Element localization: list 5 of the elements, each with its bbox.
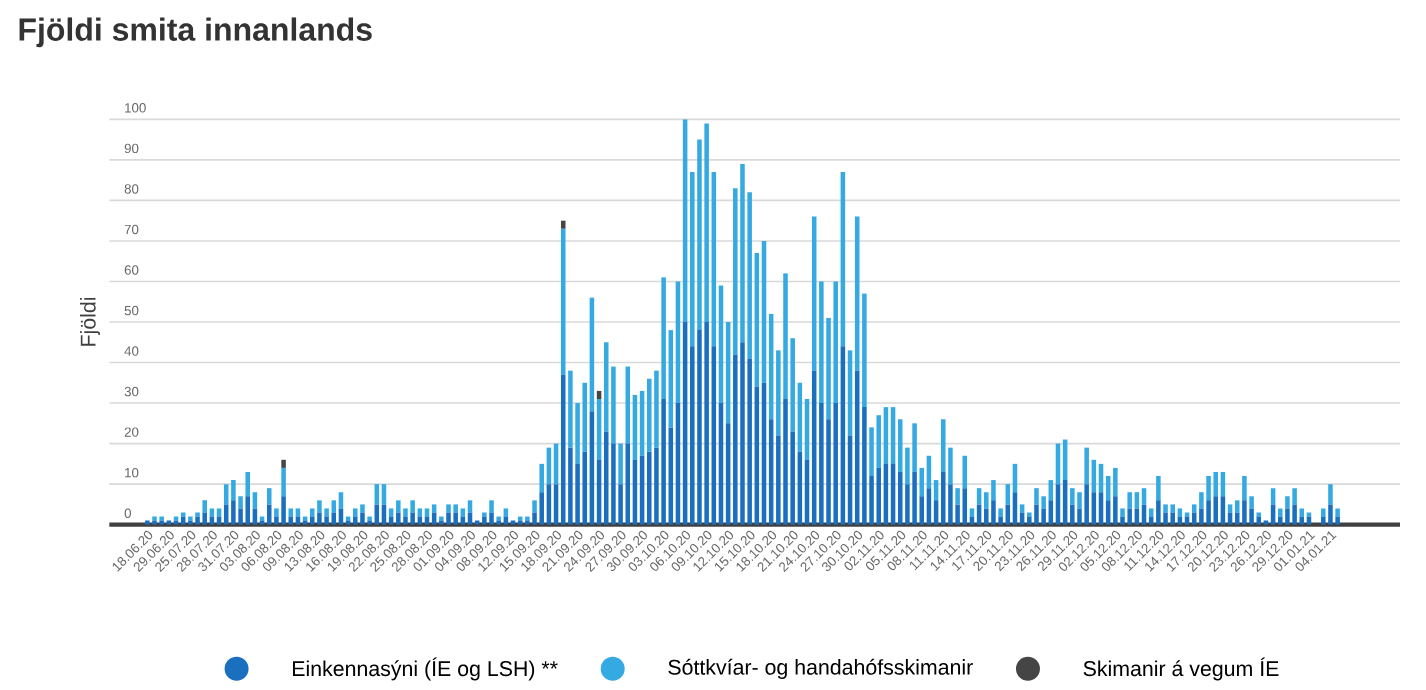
legend-label: Sóttkvíar- og handahófsskimanir bbox=[668, 658, 973, 679]
legend-label: Einkennasýni (ÍE og LSH) ** bbox=[293, 657, 558, 681]
legend-label: Skimanir á vegum ÍE bbox=[1083, 657, 1279, 681]
y-axis-title: Fjöldi bbox=[80, 297, 100, 346]
chart-title: Fjöldi smita innanlands bbox=[19, 17, 372, 47]
